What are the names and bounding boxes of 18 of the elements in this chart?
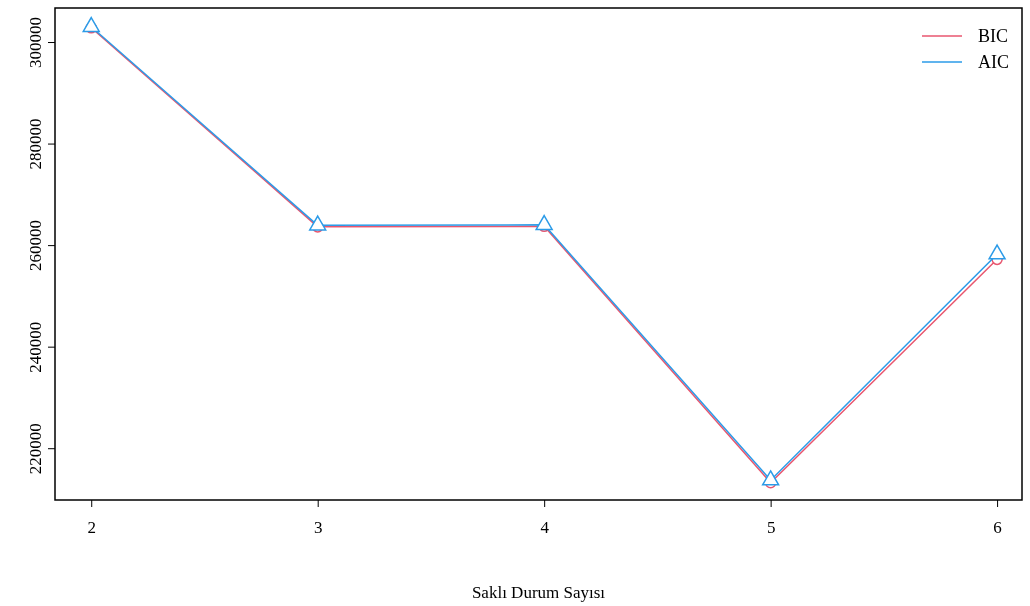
y-tick-label: 240000 (25, 321, 45, 373)
x-tick-label: 5 (766, 518, 776, 538)
y-tick-label: 280000 (25, 118, 45, 170)
point (761, 470, 780, 486)
y-tick-label: 260000 (25, 220, 45, 272)
point (308, 215, 327, 231)
y-tick-label: 220000 (25, 423, 45, 475)
x-axis-title: Saklı Durum Sayısı (471, 583, 606, 602)
legend-label: AIC (978, 52, 1009, 73)
y-tick-label: 300000 (25, 17, 45, 69)
x-tick-label: 2 (87, 518, 96, 538)
point (988, 244, 1006, 260)
point (535, 214, 553, 231)
point (82, 16, 100, 33)
x-tick-label: 3 (313, 518, 323, 538)
legend-label: BIC (978, 26, 1009, 47)
x-tick-label: 4 (540, 518, 550, 538)
x-tick-label: 6 (993, 518, 1002, 538)
